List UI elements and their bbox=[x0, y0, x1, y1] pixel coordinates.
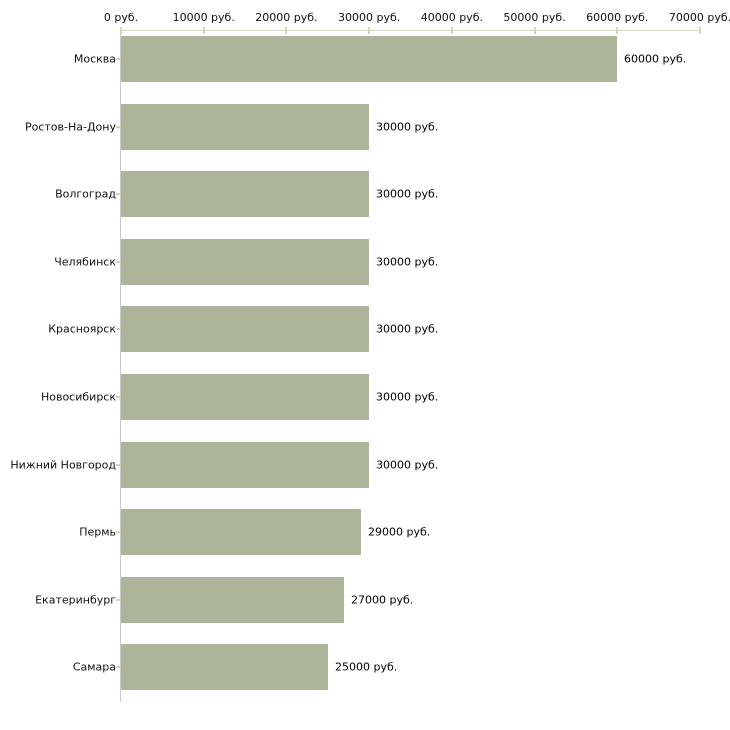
x-tick-mark bbox=[120, 27, 122, 34]
category-tick-mark bbox=[116, 328, 121, 331]
x-tick-label: 70000 руб. bbox=[668, 11, 730, 24]
category-label: Волгоград bbox=[55, 187, 116, 201]
category-tick-mark bbox=[116, 396, 121, 398]
category-label: Екатеринбург bbox=[35, 593, 116, 607]
x-tick-label: 10000 руб. bbox=[172, 11, 235, 24]
category-label: Красноярск bbox=[48, 322, 116, 336]
category-label: Челябинск bbox=[54, 255, 116, 269]
bar bbox=[121, 509, 361, 555]
category-tick-mark bbox=[116, 193, 121, 196]
value-label: 30000 руб. bbox=[376, 322, 439, 336]
category-tick-mark bbox=[116, 531, 121, 534]
value-label: 30000 руб. bbox=[376, 390, 439, 404]
value-label: 27000 руб. bbox=[351, 593, 414, 607]
bar bbox=[121, 239, 369, 285]
value-label: 29000 руб. bbox=[368, 525, 431, 539]
x-tick-label: 40000 руб. bbox=[420, 11, 483, 24]
category-tick-mark bbox=[116, 463, 121, 466]
category-label: Новосибирск bbox=[40, 390, 116, 404]
bar bbox=[121, 374, 369, 420]
x-tick-mark bbox=[285, 27, 288, 34]
category-tick-mark bbox=[116, 58, 121, 60]
category-tick-mark bbox=[116, 125, 121, 128]
category-tick-mark bbox=[116, 260, 121, 263]
category-label: Ростов-На-Дону bbox=[24, 120, 116, 134]
bar bbox=[121, 36, 617, 82]
bar bbox=[121, 104, 369, 150]
value-label: 30000 руб. bbox=[376, 255, 439, 269]
category-label: Пермь bbox=[79, 525, 116, 539]
value-label: 25000 руб. bbox=[335, 660, 398, 674]
bar bbox=[121, 171, 369, 217]
x-tick-mark bbox=[616, 27, 619, 34]
bar bbox=[121, 306, 369, 352]
x-tick-label: 30000 руб. bbox=[338, 11, 401, 24]
x-tick-label: 0 руб. bbox=[103, 11, 139, 24]
value-label: 30000 руб. bbox=[376, 120, 439, 134]
category-label: Нижний Новгород bbox=[10, 458, 116, 472]
category-tick-mark bbox=[116, 598, 121, 601]
x-tick-mark bbox=[699, 27, 701, 34]
value-label: 60000 руб. bbox=[624, 52, 687, 66]
category-tick-mark bbox=[116, 666, 121, 669]
x-axis-line bbox=[121, 30, 700, 31]
bar bbox=[121, 644, 328, 690]
x-tick-mark bbox=[368, 27, 371, 34]
category-label: Москва bbox=[73, 52, 116, 66]
x-tick-mark bbox=[202, 27, 205, 34]
value-label: 30000 руб. bbox=[376, 187, 439, 201]
y-axis-line bbox=[120, 30, 121, 702]
x-tick-label: 60000 руб. bbox=[586, 11, 649, 24]
value-label: 30000 руб. bbox=[376, 458, 439, 472]
x-tick-label: 50000 руб. bbox=[503, 11, 566, 24]
bar bbox=[121, 442, 369, 488]
category-label: Самара bbox=[72, 660, 116, 674]
x-tick-mark bbox=[450, 27, 453, 34]
x-tick-label: 20000 руб. bbox=[255, 11, 318, 24]
x-tick-mark bbox=[533, 27, 536, 34]
bar bbox=[121, 577, 344, 623]
